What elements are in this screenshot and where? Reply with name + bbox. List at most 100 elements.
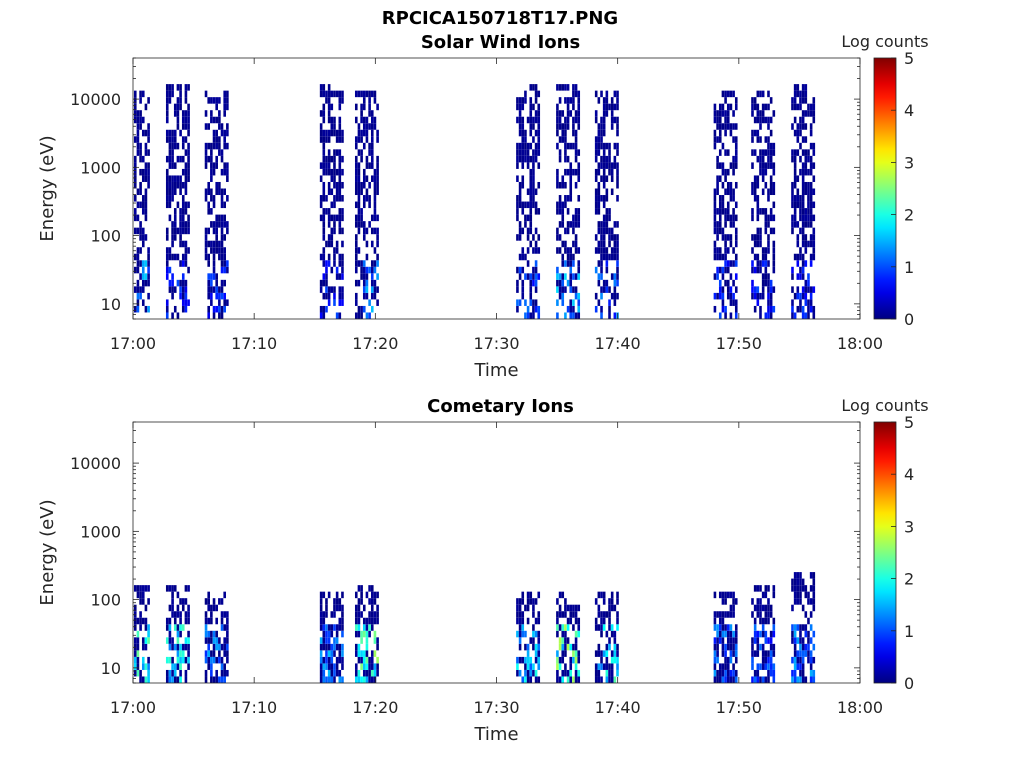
data-cell <box>597 221 601 228</box>
data-cell <box>179 617 182 625</box>
data-cell <box>574 656 578 664</box>
data-cell <box>370 240 374 248</box>
data-cell <box>181 142 185 150</box>
data-cell <box>370 142 374 150</box>
data-cell <box>769 312 773 319</box>
data-cell <box>610 247 614 254</box>
data-cell <box>600 292 603 300</box>
data-cell <box>608 643 611 651</box>
data-cell <box>370 676 374 683</box>
data-cell <box>184 669 188 677</box>
data-cell <box>173 585 177 592</box>
data-cell <box>793 181 797 189</box>
data-cell <box>796 676 800 683</box>
data-cell <box>713 208 717 215</box>
data-cell <box>184 286 188 293</box>
data-cell <box>360 591 363 599</box>
data-cell <box>171 136 174 143</box>
data-cell <box>207 656 210 664</box>
data-cell <box>139 149 142 156</box>
data-cell <box>572 624 575 631</box>
data-cell <box>734 253 738 261</box>
data-cell <box>799 142 802 150</box>
data-cell <box>608 234 611 241</box>
data-cell <box>716 155 719 163</box>
data-cell <box>767 116 770 124</box>
data-cell <box>764 116 768 124</box>
data-cell <box>360 305 363 313</box>
data-cell <box>319 669 323 677</box>
data-cell <box>756 611 760 618</box>
data-cell <box>226 168 229 176</box>
data-cell <box>223 110 226 117</box>
data-cell <box>558 221 562 228</box>
data-cell <box>136 136 140 143</box>
data-cell <box>726 637 730 644</box>
data-cell <box>812 598 816 605</box>
data-cell <box>726 149 730 156</box>
x-tick-label: 17:00 <box>110 698 156 717</box>
data-cell <box>801 637 805 644</box>
data-cell <box>147 129 150 137</box>
data-cell <box>721 591 725 599</box>
data-cell <box>804 162 808 169</box>
data-cell <box>354 155 358 163</box>
data-cell <box>605 110 609 117</box>
data-cell <box>168 656 172 664</box>
data-cell <box>724 129 727 137</box>
data-cell <box>524 630 527 638</box>
data-cell <box>566 227 570 235</box>
data-cell <box>327 221 331 228</box>
data-cell <box>226 624 229 631</box>
data-cell <box>181 168 185 176</box>
data-cell <box>357 129 361 137</box>
data-cell <box>605 643 609 651</box>
data-cell <box>796 585 800 592</box>
data-cell <box>144 279 148 287</box>
data-cell <box>179 676 182 683</box>
data-cell <box>171 286 174 293</box>
data-cell <box>376 669 379 677</box>
data-cell <box>804 312 808 319</box>
data-cell <box>561 611 565 618</box>
data-cell <box>772 617 776 625</box>
data-cell <box>718 129 722 137</box>
data-cell <box>796 123 800 130</box>
data-cell <box>319 129 323 137</box>
data-cell <box>165 305 169 313</box>
data-cell <box>226 630 229 638</box>
data-cell <box>574 240 578 248</box>
data-cell <box>769 305 773 313</box>
data-cell <box>597 97 601 104</box>
data-cell <box>370 123 374 130</box>
colorbar-label: Log counts <box>841 396 928 415</box>
data-cell <box>812 162 816 169</box>
data-cell <box>325 604 328 612</box>
data-cell <box>801 663 805 670</box>
data-cell <box>799 195 802 202</box>
data-cell <box>801 90 805 98</box>
data-cell <box>759 585 762 592</box>
data-cell <box>602 650 606 657</box>
data-cell <box>526 598 530 605</box>
data-cell <box>726 234 730 241</box>
data-cell <box>718 637 722 644</box>
data-cell <box>181 292 185 300</box>
data-cell <box>220 227 224 235</box>
data-cell <box>812 214 816 222</box>
data-cell <box>807 591 810 599</box>
data-cell <box>724 676 727 683</box>
data-cell <box>327 97 331 104</box>
data-cell <box>327 155 331 163</box>
data-cell <box>529 292 533 300</box>
data-cell <box>357 312 361 319</box>
data-cell <box>572 656 575 664</box>
data-cell <box>608 208 611 215</box>
data-cell <box>769 175 773 182</box>
data-cell <box>597 188 601 196</box>
data-cell <box>133 253 137 261</box>
data-cell <box>767 663 770 670</box>
data-cell <box>718 149 722 156</box>
data-cell <box>569 195 573 202</box>
data-cell <box>537 129 541 137</box>
